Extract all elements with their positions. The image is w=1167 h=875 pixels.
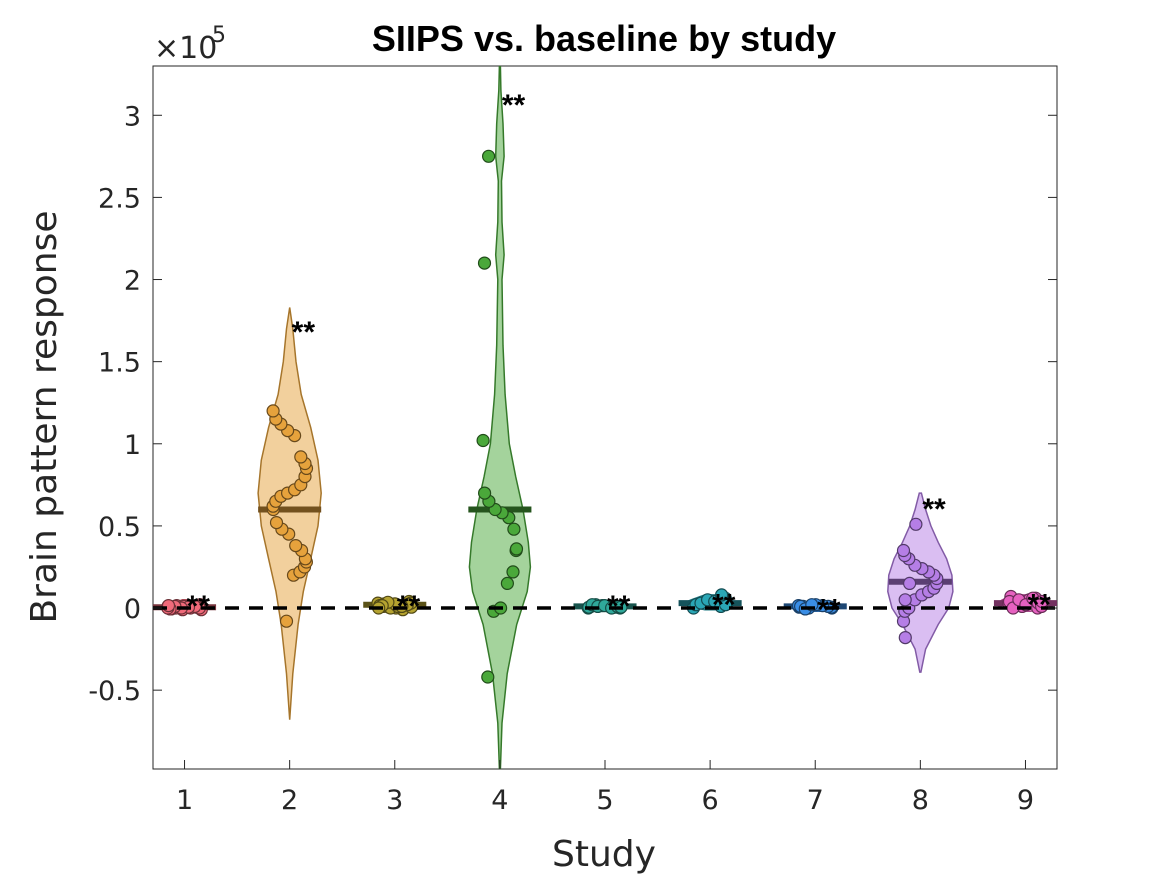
significance-label: ** [607,590,631,623]
x-tick-label: 9 [1017,785,1034,816]
x-tick-label: 7 [807,785,824,816]
y-exponent-label: ×10 5 [154,23,226,66]
data-point [477,256,492,270]
data-point [476,433,490,448]
data-point [289,538,303,553]
violin-group-4 [468,66,532,769]
data-point [279,614,294,628]
data-point [481,670,495,684]
y-exponent-power: 5 [212,23,226,48]
violin-group-8 [887,492,954,673]
x-axis-label: Study [552,834,656,875]
y-tick-label: 1 [124,430,141,461]
significance-label: ** [1027,588,1051,621]
y-tick-label: -0.5 [88,676,141,707]
data-point [500,576,514,591]
significance-label: ** [817,593,841,626]
data-point [294,450,308,464]
y-axis: -0.5 0 0.5 1 1.5 2 2.5 3 [88,101,1057,707]
y-tick-label: 3 [124,101,141,132]
x-tick-label: 6 [702,785,719,816]
data-point [482,149,496,163]
violin-group-6 [678,588,742,615]
violin-shape [468,66,532,769]
y-tick-label: 1.5 [98,348,141,379]
x-tick-label: 1 [176,785,193,816]
data-point [507,522,521,536]
data-point [714,588,729,602]
data-point [898,593,912,607]
data-point [269,515,284,530]
y-tick-label: 2 [124,266,141,297]
significance-label: ** [292,316,316,349]
x-tick-label: 5 [596,785,613,816]
significance-label: ** [502,89,526,122]
significance-label: ** [397,590,421,623]
y-tick-label: 0.5 [98,512,141,543]
data-point [909,517,923,531]
data-point [506,565,520,579]
y-tick-label: 0 [124,594,141,625]
x-tick-label: 3 [386,785,403,816]
data-point [266,404,280,418]
data-point [478,486,492,500]
data-point [898,630,912,645]
y-axis-label: Brain pattern response [24,210,65,623]
plot-content [153,66,1057,769]
violin-shape [257,307,322,720]
data-point [509,542,524,556]
x-tick-label: 2 [281,785,298,816]
data-point [902,576,917,591]
x-tick-label: 8 [912,785,929,816]
significance-label: ** [922,493,946,526]
y-tick-label: 2.5 [98,183,141,214]
chart-title: SIIPS vs. baseline by study [372,18,836,59]
x-axis: 1 2 3 4 5 6 7 8 9 [176,760,1034,816]
plot-area: ** ** ** ** ** ** ** ** ** [152,65,1058,770]
y-exponent-base: ×10 [154,31,217,66]
x-tick-label: 4 [491,785,508,816]
data-point [161,598,176,613]
data-point [896,543,911,558]
violin-group-2 [257,307,322,720]
significance-label: ** [187,590,211,623]
violin-group-9 [993,589,1057,615]
significance-label: ** [712,588,736,621]
